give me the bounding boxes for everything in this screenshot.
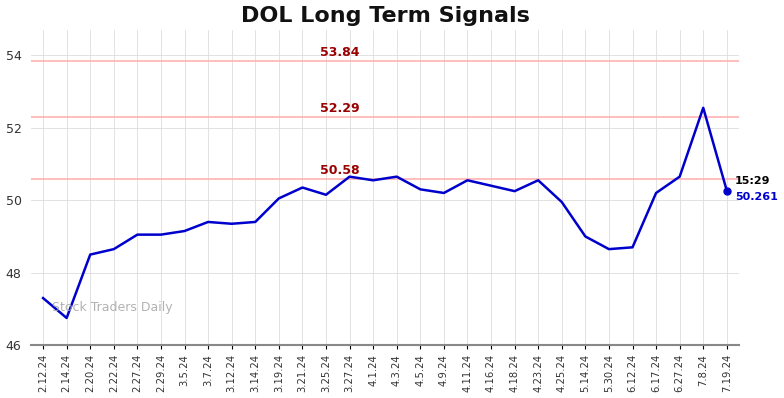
Title: DOL Long Term Signals: DOL Long Term Signals	[241, 6, 529, 25]
Text: 50.261: 50.261	[735, 192, 778, 202]
Text: Stock Traders Daily: Stock Traders Daily	[53, 300, 173, 314]
Text: 50.58: 50.58	[321, 164, 360, 177]
Text: 53.84: 53.84	[321, 45, 360, 59]
Text: 15:29: 15:29	[735, 176, 771, 185]
Text: 52.29: 52.29	[321, 101, 360, 115]
